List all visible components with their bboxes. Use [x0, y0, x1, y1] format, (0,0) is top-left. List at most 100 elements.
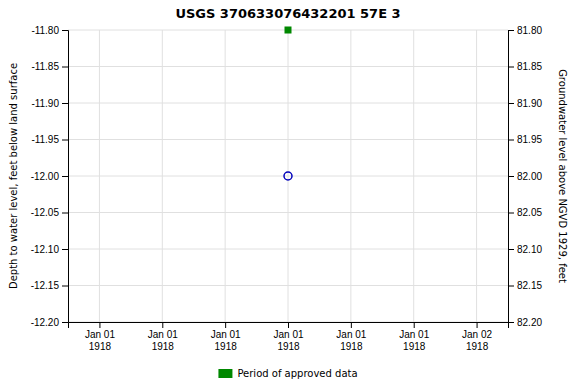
tick-label: 81.95 — [517, 134, 542, 145]
tick: Jan 021918 — [462, 322, 492, 352]
tick-label: 82.15 — [517, 280, 542, 291]
tick-mark — [225, 322, 226, 328]
y-axis-title: Depth to water level, feet below land su… — [8, 63, 19, 289]
tick-label: 82.00 — [517, 171, 542, 182]
y-axis: -12.20 -12.15 -12.10 -12.05 -12.00 -11.95 -11.… — [31, 25, 69, 328]
tick-label: 81.90 — [517, 98, 542, 109]
tick-mark — [288, 322, 289, 328]
tick-mark — [508, 30, 514, 31]
tick-mark — [508, 176, 514, 177]
tick: 81.95 — [508, 134, 542, 145]
series — [284, 172, 292, 180]
grid-line — [350, 30, 351, 322]
legend-swatch — [218, 369, 232, 378]
grid-line — [225, 30, 226, 322]
grid-line — [162, 30, 163, 322]
tick-label: 82.10 — [517, 244, 542, 255]
tick-label: Jan 011918 — [399, 329, 429, 352]
axis-line — [509, 31, 515, 323]
tick-label: -12.20 — [31, 317, 60, 328]
tick-mark — [508, 103, 514, 104]
tick-mark — [62, 322, 68, 323]
tick-mark — [508, 67, 514, 68]
grid-line — [476, 30, 477, 322]
tick: 82.00 — [508, 171, 542, 182]
grid-line — [413, 30, 414, 322]
series — [285, 27, 292, 34]
tick-mark — [62, 30, 68, 31]
tick-mark — [62, 103, 68, 104]
tick: 81.80 — [508, 25, 542, 36]
tick: 82.10 — [508, 244, 542, 255]
tick-label: -12.05 — [31, 207, 60, 218]
legend-label: Period of approved data — [237, 368, 357, 379]
tick: -11.90 — [31, 98, 68, 109]
tick: Jan 011918 — [148, 322, 178, 352]
tick: 82.15 — [508, 280, 542, 291]
tick: -12.00 — [31, 171, 68, 182]
tick-label: -12.00 — [31, 171, 60, 182]
tick: -12.20 — [31, 317, 68, 328]
chart: -12.20 -12.15 -12.10 -12.05 -12.00 -11.95 -11.… — [0, 0, 576, 384]
legend: Period of approved data — [218, 368, 357, 379]
marks — [284, 27, 292, 181]
tick-mark — [62, 286, 68, 287]
point — [284, 172, 292, 180]
tick: 82.20 — [508, 317, 542, 328]
tick-label: Jan 011918 — [336, 329, 366, 352]
tick: 82.05 — [508, 207, 542, 218]
tick: 81.85 — [508, 61, 542, 72]
tick-label: -11.85 — [31, 61, 59, 72]
tick-label: Jan 011918 — [148, 329, 178, 352]
y2-axis-title: Groundwater level above NGVD 1929, feet — [557, 69, 568, 283]
tick-mark — [414, 322, 415, 328]
tick: -11.80 — [31, 25, 68, 36]
plot: -12.20 -12.15 -12.10 -12.05 -12.00 -11.95 -11.… — [31, 25, 543, 352]
tick: Jan 011918 — [399, 322, 429, 352]
tick-label: Jan 011918 — [85, 329, 115, 352]
tick: Jan 011918 — [211, 322, 241, 352]
tick-mark — [508, 249, 514, 250]
grid-line — [99, 30, 100, 322]
tick-label: Jan 011918 — [273, 329, 303, 352]
tick: Jan 011918 — [273, 322, 303, 352]
tick-label: 82.20 — [517, 317, 542, 328]
grid-line — [288, 30, 289, 322]
tick-label: -11.90 — [31, 98, 59, 109]
tick-mark — [62, 176, 68, 177]
tick-label: Jan 011918 — [211, 329, 241, 352]
axis-line — [62, 31, 69, 323]
tick-label: 81.80 — [517, 25, 542, 36]
tick: -12.10 — [31, 244, 68, 255]
tick-mark — [62, 249, 68, 250]
tick-mark — [351, 322, 352, 328]
tick-label: -12.15 — [31, 280, 60, 291]
tick-mark — [508, 286, 514, 287]
tick: -12.05 — [31, 207, 68, 218]
tick-label: -11.95 — [31, 134, 59, 145]
tick-label: -12.10 — [31, 244, 60, 255]
point — [285, 27, 292, 34]
tick-mark — [477, 322, 478, 328]
tick-mark — [62, 67, 68, 68]
tick: -12.15 — [31, 280, 68, 291]
tick-mark — [62, 140, 68, 141]
tick: 81.90 — [508, 98, 542, 109]
grid — [68, 30, 508, 322]
tick: Jan 011918 — [85, 322, 115, 352]
tick-mark — [162, 322, 163, 328]
tick-label: 82.05 — [517, 207, 542, 218]
tick-mark — [62, 213, 68, 214]
tick: Jan 011918 — [336, 322, 366, 352]
tick-mark — [508, 213, 514, 214]
x-axis: Jan 011918 Jan 011918 Jan 011918 Jan 011918… — [69, 322, 509, 352]
title: USGS 370633076432201 57E 3 — [175, 6, 400, 21]
tick-label: Jan 021918 — [462, 329, 492, 352]
tick: -11.85 — [31, 61, 68, 72]
axis-line — [69, 323, 509, 329]
tick-mark — [99, 322, 100, 328]
tick-label: -11.80 — [31, 25, 59, 36]
tick-label: 81.85 — [517, 61, 542, 72]
y2-axis: 82.20 82.15 82.10 82.05 82.00 81.95 81.90 81.85… — [508, 25, 542, 328]
tick-mark — [508, 140, 514, 141]
